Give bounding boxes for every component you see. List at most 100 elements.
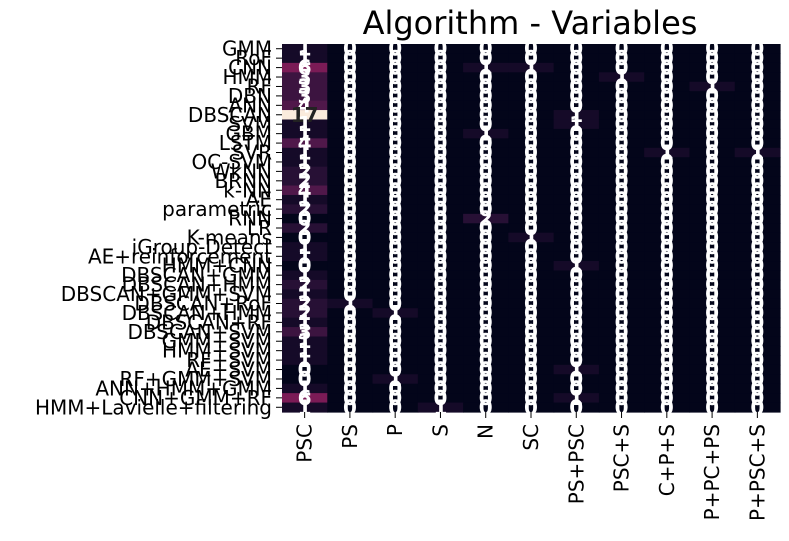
cell-value-label: 0 bbox=[660, 131, 674, 155]
heatmap-cell bbox=[553, 194, 600, 206]
cell-value-label: 0 bbox=[660, 386, 674, 410]
cell-value-label: 0 bbox=[388, 273, 402, 297]
cell-value-label: 0 bbox=[705, 65, 719, 89]
cell-value-label: 0 bbox=[705, 395, 719, 419]
heatmap-cell bbox=[508, 232, 555, 243]
heatmap-cell bbox=[327, 336, 374, 347]
row-label: WkNN bbox=[211, 159, 272, 183]
cell-value-label: 0 bbox=[750, 386, 764, 410]
cell-value-label: 0 bbox=[660, 197, 674, 221]
heatmap-cell bbox=[689, 72, 736, 83]
cell-value-label: 1 bbox=[343, 291, 357, 315]
cell-value-label: 0 bbox=[343, 301, 357, 325]
heatmap-cell bbox=[598, 100, 645, 111]
heatmap-cell bbox=[327, 157, 374, 168]
cell-value-label: 0 bbox=[705, 112, 719, 136]
cell-value-label: 0 bbox=[524, 122, 538, 146]
cell-value-label: 0 bbox=[479, 310, 493, 334]
heatmap-cell bbox=[644, 251, 691, 262]
heatmap-cell bbox=[598, 176, 645, 187]
cell-value-label: 0 bbox=[524, 178, 538, 202]
cell-value-label: 0 bbox=[705, 386, 719, 410]
cell-value-label: 0 bbox=[569, 131, 583, 155]
heatmap-cell bbox=[327, 308, 374, 319]
heatmap-cell bbox=[553, 345, 600, 356]
row-label: k-NN bbox=[223, 178, 272, 202]
heatmap-cell bbox=[372, 185, 419, 196]
cell-value-label: 0 bbox=[615, 112, 629, 136]
cell-value-label: 0 bbox=[433, 65, 447, 89]
cell-value-label: 0 bbox=[388, 386, 402, 410]
cell-value-label: 0 bbox=[660, 282, 674, 306]
heatmap-cell bbox=[734, 72, 781, 83]
heatmap-cell bbox=[417, 53, 464, 64]
cell-value-label: 0 bbox=[479, 93, 493, 117]
heatmap-cell bbox=[598, 289, 645, 300]
heatmap-cell bbox=[508, 72, 555, 83]
cell-value-label: 0 bbox=[433, 74, 447, 98]
column-label: C+P+S bbox=[655, 424, 679, 496]
cell-value-label: 0 bbox=[343, 235, 357, 259]
cell-value-label: 0 bbox=[705, 339, 719, 363]
heatmap-cell bbox=[372, 355, 419, 366]
cell-value-label: 0 bbox=[479, 348, 493, 372]
heatmap-cell bbox=[327, 298, 374, 309]
cell-value-label: 0 bbox=[388, 225, 402, 249]
cell-value-label: 0 bbox=[615, 56, 629, 80]
heatmap-cell bbox=[598, 242, 645, 253]
heatmap-cell bbox=[553, 242, 600, 253]
cell-value-label: 0 bbox=[660, 320, 674, 344]
heatmap-cell bbox=[327, 176, 374, 187]
heatmap-cell bbox=[553, 157, 600, 168]
heatmap-cells bbox=[282, 44, 781, 413]
heatmap-cell bbox=[689, 223, 736, 234]
cell-value-label: 0 bbox=[388, 56, 402, 80]
cell-value-label: 0 bbox=[660, 310, 674, 334]
cell-value-label: 0 bbox=[705, 310, 719, 334]
heatmap-cell bbox=[327, 213, 374, 224]
cell-value-label: 0 bbox=[388, 348, 402, 372]
heatmap-cell bbox=[372, 194, 419, 206]
cell-value-label: 0 bbox=[479, 197, 493, 221]
cell-value-label: 0 bbox=[750, 282, 764, 306]
heatmap-cell bbox=[689, 100, 736, 111]
cell-value-label: 0 bbox=[660, 150, 674, 174]
cell-value-label: 0 bbox=[750, 225, 764, 249]
cell-value-label: 0 bbox=[343, 188, 357, 212]
heatmap-cell bbox=[463, 194, 509, 206]
cell-value-label: 0 bbox=[343, 56, 357, 80]
heatmap-cell bbox=[417, 147, 464, 158]
heatmap-cell bbox=[282, 147, 328, 158]
heatmap-cell bbox=[508, 317, 555, 328]
heatmap-cell bbox=[508, 298, 555, 309]
heatmap-cell bbox=[734, 147, 781, 158]
heatmap-cell bbox=[598, 402, 645, 413]
heatmap-cell bbox=[372, 157, 419, 168]
row-label: RoF bbox=[235, 46, 272, 70]
cell-value-label: 0 bbox=[388, 131, 402, 155]
heatmap-cell bbox=[463, 213, 509, 224]
cell-value-label: 0 bbox=[479, 37, 493, 61]
heatmap-cell bbox=[508, 185, 555, 196]
heatmap-cell bbox=[508, 81, 555, 92]
cell-value-label: 0 bbox=[705, 216, 719, 240]
cell-value-label: 0 bbox=[343, 376, 357, 400]
cell-value-label: 2 bbox=[298, 273, 312, 297]
cell-value-label: 0 bbox=[343, 197, 357, 221]
cell-value-label: 0 bbox=[433, 254, 447, 278]
heatmap-cell bbox=[689, 336, 736, 347]
cell-value-label: 0 bbox=[343, 329, 357, 353]
cell-value-label: 0 bbox=[343, 254, 357, 278]
cell-value-label: 0 bbox=[705, 291, 719, 315]
heatmap-cell bbox=[327, 364, 374, 375]
heatmap-cell bbox=[327, 289, 374, 300]
cell-value-label: 0 bbox=[479, 74, 493, 98]
heatmap-cell bbox=[553, 185, 600, 196]
heatmap-cell bbox=[327, 194, 374, 206]
heatmap-cell bbox=[689, 327, 736, 338]
heatmap-cell bbox=[644, 138, 691, 149]
heatmap-cell bbox=[598, 147, 645, 158]
row-label: DBSCAN+SVM bbox=[128, 320, 272, 344]
cell-value-label: 1 bbox=[569, 358, 583, 382]
cell-value-label: 0 bbox=[705, 122, 719, 146]
